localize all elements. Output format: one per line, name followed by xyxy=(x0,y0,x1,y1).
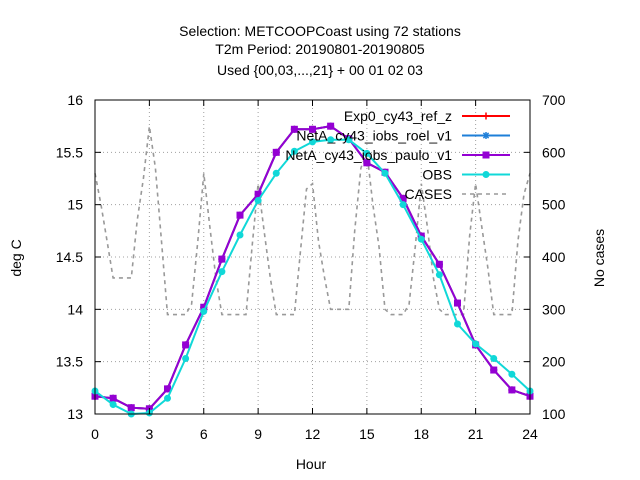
square-marker xyxy=(200,303,208,311)
square-marker xyxy=(164,385,171,393)
square-marker xyxy=(435,260,443,268)
legend-label: NetA_cy43_iobs_paulo_v1 xyxy=(285,147,452,163)
circle-marker xyxy=(290,147,298,155)
legend-label: CASES xyxy=(405,186,452,202)
circle-marker xyxy=(381,169,389,177)
cases-line xyxy=(94,126,531,316)
chart-title-line-2: T2m Period: 20190801-20190805 xyxy=(215,41,425,57)
y-tick-label: 13 xyxy=(67,406,83,422)
circle-marker xyxy=(182,355,190,363)
y-tick-label: 15.5 xyxy=(56,144,83,160)
y-tick-label: 15 xyxy=(67,197,83,213)
square-marker xyxy=(454,299,461,307)
star-marker xyxy=(482,132,490,139)
y2-tick-label: 500 xyxy=(542,197,566,213)
circle-marker xyxy=(417,235,425,243)
data-series xyxy=(91,122,534,418)
circle-marker xyxy=(164,394,171,402)
circle-marker xyxy=(482,171,490,178)
circle-marker xyxy=(454,320,461,328)
circle-marker xyxy=(345,136,353,144)
circle-marker xyxy=(490,355,498,363)
circle-marker xyxy=(327,136,335,144)
y-tick-label: 13.5 xyxy=(56,354,83,370)
circle-marker xyxy=(309,138,316,146)
x-axis-label: Hour xyxy=(296,456,327,472)
x-tick-label: 18 xyxy=(413,426,429,442)
legend-label: NetA_cy43_iobs_roel_v1 xyxy=(296,128,452,144)
x-tick-label: 6 xyxy=(200,426,208,442)
legend: Exp0_cy43_ref_z NetA_cy43_iobs_roel_v1 Net… xyxy=(285,108,510,202)
circle-marker xyxy=(236,231,244,239)
circle-marker xyxy=(272,169,280,177)
x-tick-label: 15 xyxy=(359,426,375,442)
axis-ticks: 0 3 6 9 12 15 18 21 24 13 13.5 14 14.5 15 15.5 16 100 200… xyxy=(56,92,566,442)
y-tick-label: 14 xyxy=(67,301,83,317)
y2-tick-label: 100 xyxy=(542,406,566,422)
plus-marker xyxy=(482,112,490,120)
circle-marker xyxy=(254,196,262,204)
circle-marker xyxy=(435,271,443,279)
circle-marker xyxy=(399,201,407,209)
circle-marker xyxy=(363,149,371,157)
y-tick-label: 14.5 xyxy=(56,249,83,265)
square-marker xyxy=(363,159,371,167)
x-tick-label: 9 xyxy=(254,426,262,442)
x-tick-label: 12 xyxy=(305,426,321,442)
square-marker xyxy=(309,125,316,133)
grid-lines xyxy=(95,100,530,414)
square-marker xyxy=(109,394,117,402)
square-marker xyxy=(482,151,490,159)
square-marker xyxy=(290,125,298,133)
legend-label: OBS xyxy=(422,167,452,183)
square-marker xyxy=(236,211,244,219)
y-tick-label: 16 xyxy=(67,92,83,108)
square-marker xyxy=(218,255,226,263)
square-marker xyxy=(490,366,498,374)
y2-tick-label: 300 xyxy=(542,301,566,317)
square-marker xyxy=(272,148,280,156)
square-marker xyxy=(508,386,516,394)
x-tick-label: 21 xyxy=(468,426,484,442)
square-marker xyxy=(182,341,190,349)
circle-marker xyxy=(508,370,516,378)
chart-title-line-3: Used {00,03,...,21} + 00 01 02 03 xyxy=(217,62,423,78)
y2-tick-label: 700 xyxy=(542,92,566,108)
x-tick-label: 3 xyxy=(145,426,153,442)
x-tick-label: 0 xyxy=(91,426,99,442)
x-tick-label: 24 xyxy=(522,426,538,442)
square-marker xyxy=(254,190,262,198)
square-marker xyxy=(127,404,135,412)
y2-tick-label: 600 xyxy=(542,144,566,160)
y2-tick-label: 400 xyxy=(542,249,566,265)
circle-marker xyxy=(218,268,226,276)
series-OBS xyxy=(91,136,534,418)
cases-series xyxy=(94,126,531,316)
legend-label: Exp0_cy43_ref_z xyxy=(344,108,452,124)
circle-marker xyxy=(472,340,480,348)
y2-axis-label: No cases xyxy=(591,229,607,287)
chart-title-line-1: Selection: METCOOPCoast using 72 station… xyxy=(179,23,461,39)
square-marker xyxy=(327,122,335,130)
circle-marker xyxy=(200,307,208,315)
y-axis-label: deg C xyxy=(8,239,24,276)
y2-tick-label: 200 xyxy=(542,354,566,370)
circle-marker xyxy=(109,401,117,409)
square-marker xyxy=(399,194,407,202)
